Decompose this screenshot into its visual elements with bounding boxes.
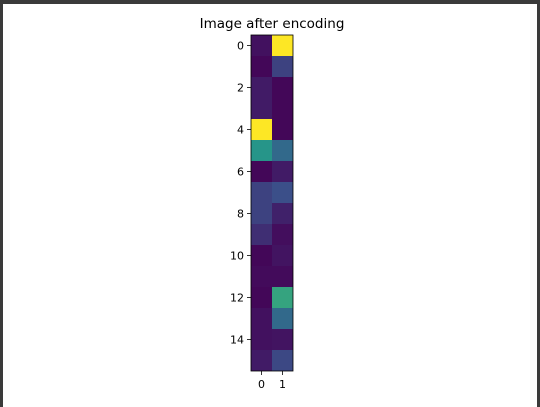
heatmap-cell-r14-c0 bbox=[251, 329, 272, 350]
y-tick-label: 12 bbox=[230, 292, 244, 305]
heatmap-cell-r10-c1 bbox=[272, 245, 293, 266]
heatmap-cell-r12-c1 bbox=[272, 287, 293, 308]
y-tick-label: 6 bbox=[237, 166, 244, 179]
heatmap-cell-r1-c0 bbox=[251, 56, 272, 77]
heatmap-cell-r8-c0 bbox=[251, 203, 272, 224]
plot-frame bbox=[250, 34, 294, 372]
heatmap-cell-r2-c0 bbox=[251, 77, 272, 98]
heatmap-cell-r0-c1 bbox=[272, 35, 293, 56]
heatmap-cell-r0-c0 bbox=[251, 35, 272, 56]
y-tick-label: 8 bbox=[237, 208, 244, 221]
y-tick-label: 2 bbox=[237, 82, 244, 95]
y-axis: 0 2 4 6 8 10 12 14 bbox=[230, 40, 251, 347]
heatmap-cell-r9-c1 bbox=[272, 224, 293, 245]
heatmap-cell-r13-c1 bbox=[272, 308, 293, 329]
heatmap-cell-r15-c0 bbox=[251, 350, 272, 371]
y-tick-label: 0 bbox=[237, 40, 244, 53]
x-tick-label: 0 bbox=[258, 378, 265, 391]
heatmap-cell-r11-c1 bbox=[272, 266, 293, 287]
heatmap-cell-r7-c0 bbox=[251, 182, 272, 203]
heatmap-cell-r4-c0 bbox=[251, 119, 272, 140]
heatmap-cell-r11-c0 bbox=[251, 266, 272, 287]
heatmap-cell-r13-c0 bbox=[251, 308, 272, 329]
y-tick-label: 10 bbox=[230, 250, 244, 263]
heatmap-cell-r15-c1 bbox=[272, 350, 293, 371]
heatmap-cell-r10-c0 bbox=[251, 245, 272, 266]
heatmap-cell-r1-c1 bbox=[272, 56, 293, 77]
heatmap-cell-r14-c1 bbox=[272, 329, 293, 350]
chart-title: Image after encoding bbox=[200, 16, 345, 32]
y-tick-label: 4 bbox=[237, 124, 244, 137]
heatmap-cell-r6-c0 bbox=[251, 161, 272, 182]
heatmap-cell-r6-c1 bbox=[272, 161, 293, 182]
heatmap-cell-r9-c0 bbox=[251, 224, 272, 245]
heatmap-cell-r3-c1 bbox=[272, 98, 293, 119]
heatmap-cell-r5-c0 bbox=[251, 140, 272, 161]
heatmap-cell-r3-c0 bbox=[251, 98, 272, 119]
heatmap-cells bbox=[251, 35, 293, 371]
heatmap-cell-r2-c1 bbox=[272, 77, 293, 98]
x-tick-label: 1 bbox=[279, 378, 286, 391]
heatmap-cell-r8-c1 bbox=[272, 203, 293, 224]
heatmap-cell-r7-c1 bbox=[272, 182, 293, 203]
heatmap-cell-r12-c0 bbox=[251, 287, 272, 308]
heatmap-cell-r5-c1 bbox=[272, 140, 293, 161]
y-tick-label: 14 bbox=[230, 334, 244, 347]
heatmap-cell-r4-c1 bbox=[272, 119, 293, 140]
